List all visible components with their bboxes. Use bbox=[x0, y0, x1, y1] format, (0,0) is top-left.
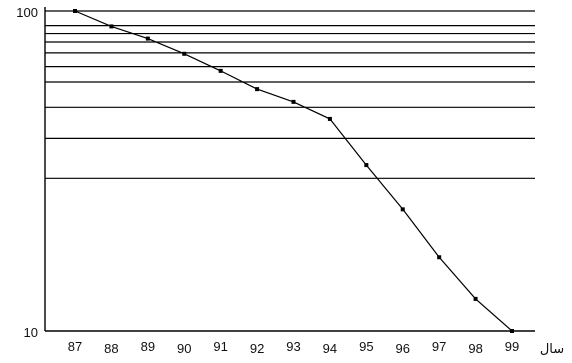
data-point bbox=[291, 99, 296, 104]
points-layer bbox=[73, 9, 514, 333]
y-tick-label: 10 bbox=[24, 325, 38, 340]
grid-layer bbox=[45, 10, 535, 179]
data-point bbox=[400, 207, 405, 212]
x-tick-label: 91 bbox=[213, 339, 227, 354]
data-point bbox=[364, 163, 369, 168]
series-line bbox=[74, 10, 513, 332]
x-tick-label: 99 bbox=[505, 339, 519, 354]
data-point bbox=[182, 51, 187, 56]
y-tick-label: 100 bbox=[16, 5, 38, 20]
x-tick-label: 87 bbox=[68, 339, 82, 354]
x-tick-label: 95 bbox=[359, 339, 373, 354]
data-point bbox=[73, 9, 77, 13]
x-tick-label: 96 bbox=[396, 341, 410, 356]
data-point bbox=[473, 296, 478, 301]
x-tick-label: 92 bbox=[250, 341, 264, 356]
data-point bbox=[255, 87, 260, 92]
x-tick-labels: 87 88 89 90 91 92 93 94 95 96 97 98 99 bbox=[68, 339, 519, 356]
data-point bbox=[437, 255, 442, 260]
x-tick-label: 90 bbox=[177, 341, 191, 356]
x-tick-label: 89 bbox=[141, 339, 155, 354]
data-point bbox=[109, 24, 114, 29]
x-tick-label: 97 bbox=[432, 339, 446, 354]
x-tick-label: 94 bbox=[323, 341, 337, 356]
x-axis-label: سال bbox=[540, 342, 564, 357]
data-point bbox=[145, 36, 150, 41]
y-tick-labels: 100 10 bbox=[16, 5, 38, 340]
x-tick-label: 98 bbox=[468, 341, 482, 356]
x-tick-label: 88 bbox=[104, 341, 118, 356]
x-tick-label: 93 bbox=[286, 339, 300, 354]
data-point bbox=[510, 329, 514, 333]
data-point bbox=[218, 68, 223, 73]
data-point bbox=[327, 116, 332, 121]
